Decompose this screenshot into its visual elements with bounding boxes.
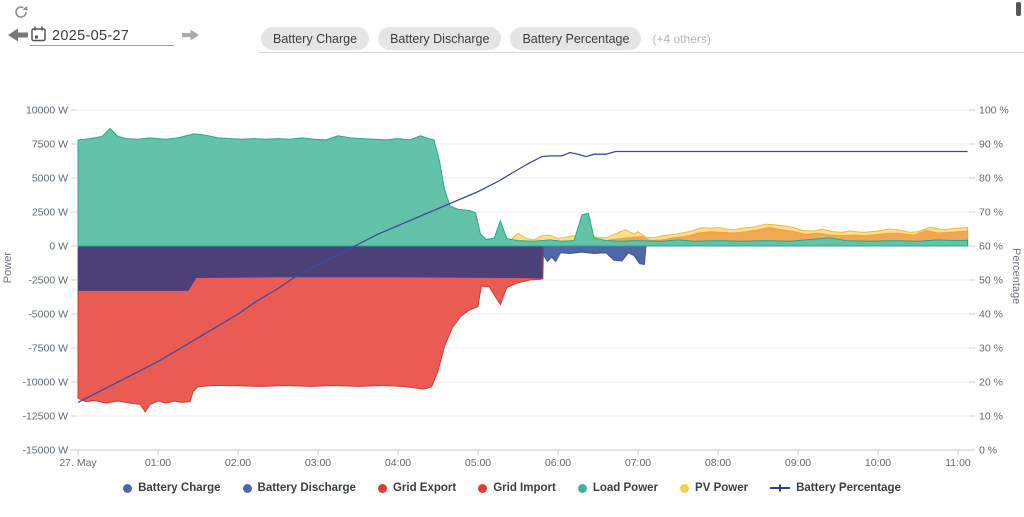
y-left-tick-label: -10000 W	[22, 377, 68, 389]
date-input[interactable]	[50, 27, 174, 45]
legend-item-battery-discharge[interactable]: Battery Discharge	[242, 482, 356, 494]
y-axis-title-percentage: Percentage	[1010, 248, 1022, 305]
y-right-tick-label: 50 %	[979, 275, 1003, 287]
x-tick-label: 07:00	[625, 457, 651, 469]
calendar-icon	[31, 26, 46, 47]
legend-label: PV Power	[695, 482, 749, 494]
y-right-tick-label: 100 %	[979, 105, 1009, 117]
pv-power-dot-icon	[680, 483, 690, 493]
battery-percentage-line-plus-icon	[770, 484, 791, 492]
hidden-series-count: (+4 others)	[652, 31, 711, 46]
x-tick-label: 08:00	[705, 457, 731, 469]
legend-item-grid-import[interactable]: Grid Import	[478, 482, 556, 494]
chart-plot[interactable]: 27. May 01:00 02:00 03:00 04:00 05:00 06:00 07:…	[0, 85, 1024, 480]
x-tick-label: 09:00	[785, 457, 811, 469]
legend-item-battery-charge[interactable]: Battery Charge	[123, 482, 221, 494]
x-tick-label: 02:00	[225, 457, 251, 469]
chart-legend: Battery Charge Battery Discharge Grid Expo…	[0, 482, 1024, 494]
x-tick-label: 01:00	[145, 457, 171, 469]
x-tick-label: 11:00	[945, 457, 971, 469]
y-left-tick-label: -7500 W	[28, 343, 68, 355]
legend-item-load-power[interactable]: Load Power	[577, 482, 659, 494]
series-filter-bar: Battery Charge Battery Discharge Battery…	[261, 27, 711, 50]
y-right-tick-label: 30 %	[979, 343, 1003, 355]
legend-label: Battery Charge	[138, 482, 221, 494]
battery_percentage-line	[77, 150, 968, 403]
filter-battery-discharge-button[interactable]: Battery Discharge	[378, 27, 502, 50]
y-left-tick-label: -2500 W	[28, 275, 68, 287]
y-right-tick-label: 40 %	[979, 309, 1003, 321]
legend-item-grid-export[interactable]: Grid Export	[377, 482, 457, 494]
y-left-tick-label: 0 W	[49, 241, 68, 253]
x-tick-label: 05:00	[465, 457, 491, 469]
arrow-right-icon	[182, 29, 199, 44]
y-left-tick-label: 5000 W	[32, 173, 68, 185]
arrow-left-icon	[8, 28, 28, 45]
y-right-tick-label: 70 %	[979, 207, 1003, 219]
y-right-tick-label: 20 %	[979, 377, 1003, 389]
legend-item-pv-power[interactable]: PV Power	[680, 482, 748, 494]
legend-label: Grid Import	[493, 482, 556, 494]
legend-label: Grid Export	[392, 482, 457, 494]
grid-import-dot-icon	[478, 483, 488, 493]
next-day-button[interactable]	[182, 29, 199, 44]
legend-item-battery-percentage[interactable]: Battery Percentage	[770, 482, 901, 494]
battery-discharge-dot-icon	[242, 483, 252, 493]
previous-day-button[interactable]	[8, 28, 28, 45]
load-power-dot-icon	[577, 483, 587, 493]
scrollbar-thumb[interactable]	[1016, 2, 1021, 16]
y-left-tick-label: -15000 W	[22, 445, 68, 457]
x-tick-label: 04:00	[385, 457, 411, 469]
toolbar-divider	[258, 52, 1024, 53]
grid-export-dot-icon	[377, 483, 387, 493]
y-right-tick-label: 0 %	[979, 445, 997, 457]
x-tick-label: 27. May	[59, 457, 97, 469]
y-left-tick-label: 10000 W	[26, 105, 68, 117]
y-left-tick-label: -5000 W	[28, 309, 68, 321]
y-left-tick-label: 7500 W	[32, 139, 68, 151]
x-tick-label: 06:00	[545, 457, 571, 469]
date-underline	[30, 45, 174, 46]
load_power-area	[77, 127, 969, 247]
legend-label: Battery Percentage	[796, 482, 901, 494]
axes: 27. May 01:00 02:00 03:00 04:00 05:00 06:00 07:…	[22, 105, 1008, 470]
filter-battery-percentage-button[interactable]: Battery Percentage	[510, 27, 642, 50]
legend-label: Battery Discharge	[257, 482, 356, 494]
refresh-button[interactable]	[13, 5, 29, 21]
y-right-tick-label: 60 %	[979, 241, 1003, 253]
refresh-icon	[14, 6, 28, 22]
x-tick-label: 03:00	[305, 457, 331, 469]
legend-label: Load Power	[592, 482, 659, 494]
y-left-tick-label: -12500 W	[22, 411, 68, 423]
filter-battery-charge-button[interactable]: Battery Charge	[261, 27, 370, 50]
grid_import-area	[77, 245, 545, 413]
y-right-tick-label: 80 %	[979, 173, 1003, 185]
y-right-tick-label: 90 %	[979, 139, 1003, 151]
x-tick-label: 10:00	[865, 457, 891, 469]
battery-charge-dot-icon	[123, 483, 133, 493]
battery_charge-area-2	[543, 245, 647, 265]
y-right-tick-label: 10 %	[979, 411, 1003, 423]
y-left-tick-label: 2500 W	[32, 207, 68, 219]
